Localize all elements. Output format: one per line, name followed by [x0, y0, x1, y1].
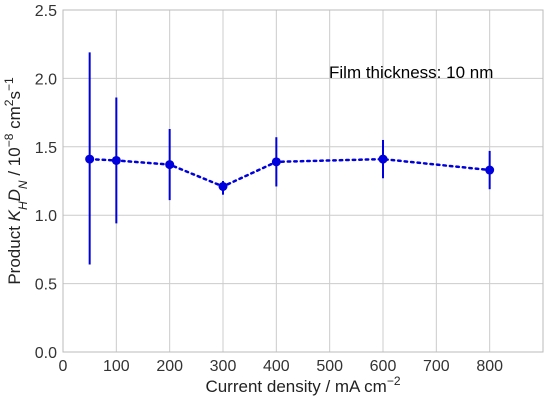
x-tick-label: 800 — [476, 358, 503, 375]
x-axis-title-main: Current density / mA cm — [205, 377, 386, 396]
y-tick-label: 2.0 — [35, 71, 57, 88]
data-point — [485, 165, 495, 175]
y-tick-label: 2.5 — [35, 3, 57, 20]
y-axis-title-prefix: Product — [5, 221, 24, 284]
y-axis-title-exp: −8 — [2, 133, 16, 147]
data-point — [271, 157, 281, 167]
x-tick-label: 0 — [59, 358, 68, 375]
y-axis-title-unit-exp1: 2 — [2, 99, 16, 106]
y-axis-title: Product KHDN / 10−8 cm2s−1 — [2, 77, 30, 285]
y-axis-title-k-sub: H — [16, 201, 30, 210]
data-point — [218, 181, 228, 191]
y-axis-title-d: D — [5, 189, 24, 201]
x-tick-labels: 0 100 200 300 400 500 600 700 800 — [59, 358, 504, 375]
x-tick-label: 400 — [263, 358, 290, 375]
data-point — [111, 155, 121, 165]
x-tick-label: 300 — [210, 358, 237, 375]
x-tick-label: 500 — [316, 358, 343, 375]
x-tick-label: 100 — [103, 358, 130, 375]
data-point — [85, 154, 95, 164]
x-axis-title-superscript: −2 — [387, 374, 401, 388]
film-thickness-annotation: Film thickness: 10 nm — [329, 63, 493, 82]
y-axis-title-mid: / 10 — [5, 147, 24, 180]
plot-frame — [62, 9, 544, 353]
y-axis-title-d-sub: N — [16, 180, 30, 189]
y-tick-label: 1.5 — [35, 140, 57, 157]
y-tick-label: 0.5 — [35, 277, 57, 294]
y-axis-title-unit: cm — [5, 106, 24, 133]
x-axis-title: Current density / mA cm−2 — [205, 374, 400, 396]
grid-lines — [62, 9, 543, 353]
x-tick-label: 200 — [156, 358, 183, 375]
y-tick-labels: 0.0 0.5 1.0 1.5 2.0 2.5 — [35, 3, 57, 362]
y-axis-title-k: K — [5, 209, 24, 221]
series-line — [88, 157, 491, 188]
x-tick-label: 600 — [370, 358, 397, 375]
y-axis-title-unit-exp2: −1 — [2, 77, 16, 91]
y-axis-title-unit-s: s — [5, 91, 24, 100]
data-series — [85, 52, 495, 265]
x-tick-label: 700 — [423, 358, 450, 375]
data-point — [165, 160, 175, 170]
y-tick-label: 1.0 — [35, 208, 57, 225]
y-tick-label: 0.0 — [35, 345, 57, 362]
data-point — [378, 154, 388, 164]
